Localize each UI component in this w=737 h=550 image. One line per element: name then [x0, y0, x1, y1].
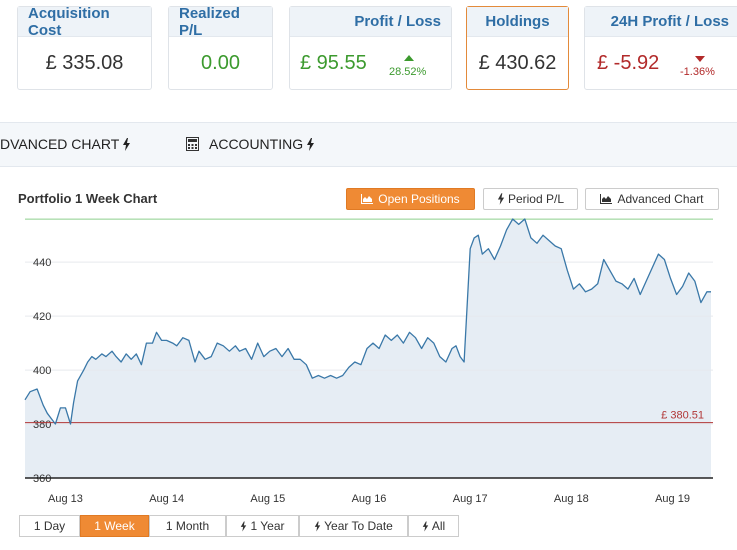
- realized-pl-card: Realized P/L 0.00: [168, 5, 273, 90]
- card-title: Realized P/L: [169, 5, 272, 39]
- y-tick-label: 400: [33, 365, 51, 377]
- lightning-bolt-icon: [314, 520, 321, 532]
- chart-title: Portfolio 1 Week Chart: [18, 191, 158, 206]
- card-title: Profit / Loss: [290, 7, 451, 37]
- range-year-to-date[interactable]: Year To Date: [299, 515, 408, 537]
- card-title: Holdings: [467, 7, 568, 37]
- calculator-icon: [186, 137, 199, 151]
- acquisition-cost-card: Acquisition Cost £ 335.08: [17, 5, 152, 90]
- 24h-profit-loss-card: 24H Profit / Loss £ -5.92 -1.36%: [584, 6, 737, 90]
- 24h-profit-loss-value: £ -5.92: [597, 52, 660, 74]
- profit-loss-percent: 28.52%: [389, 66, 427, 78]
- series-line: [24, 218, 711, 425]
- open-positions-button[interactable]: Open Positions: [346, 188, 475, 210]
- period-pl-label: Period P/L: [507, 192, 565, 206]
- profit-loss-card: Profit / Loss £ 95.55 28.52%: [289, 6, 452, 90]
- profit-loss-value: £ 95.55: [300, 52, 367, 74]
- range-label: 1 Day: [33, 519, 66, 533]
- x-tick-label: Aug 13: [48, 493, 83, 505]
- range-label: Year To Date: [324, 519, 393, 533]
- lightning-bolt-icon: [241, 520, 247, 532]
- x-tick-label: Aug 16: [352, 493, 387, 505]
- y-tick-label: 380: [33, 419, 51, 431]
- x-tick-label: Aug 17: [453, 493, 488, 505]
- x-tick-label: Aug 15: [250, 493, 285, 505]
- advanced-chart-button[interactable]: Advanced Chart: [585, 188, 719, 210]
- tab-label: DVANCED CHART: [0, 136, 120, 152]
- chart-area-fill: [25, 219, 711, 478]
- range-label: 1 Month: [165, 519, 210, 533]
- acquisition-cost-value: £ 335.08: [45, 52, 124, 74]
- arrow-up-icon: [404, 55, 414, 61]
- holdings-card: Holdings £ 430.62: [466, 6, 569, 90]
- tab-advanced-chart[interactable]: DVANCED CHART: [0, 136, 131, 152]
- max-value-label: £ 455.96: [661, 215, 704, 218]
- portfolio-chart[interactable]: 360 380 400 420 440 £ 455.96 £ 380.51 Aug 13 Aug…: [0, 215, 737, 515]
- advanced-chart-label: Advanced Chart: [617, 192, 704, 206]
- period-pl-button[interactable]: Period P/L: [483, 188, 578, 210]
- area-chart-icon: [361, 194, 374, 204]
- y-tick-label: 360: [33, 473, 51, 485]
- range-1-year[interactable]: 1 Year: [226, 515, 299, 537]
- arrow-down-icon: [695, 56, 705, 62]
- holdings-value: £ 430.62: [478, 52, 557, 74]
- chart-tabs-bar: DVANCED CHART ACCOUNTING: [0, 122, 737, 167]
- range-label: All: [431, 519, 446, 533]
- range-1-month[interactable]: 1 Month: [149, 515, 226, 537]
- y-tick-label: 440: [33, 257, 51, 269]
- lightning-bolt-icon: [497, 193, 505, 205]
- 24h-value-box: £ -5.92 -1.36%: [585, 37, 737, 90]
- range-all[interactable]: All: [408, 515, 459, 537]
- x-tick-label: Aug 14: [149, 493, 184, 505]
- x-tick-label: Aug 19: [655, 493, 690, 505]
- lightning-bolt-icon: [123, 137, 131, 151]
- 24h-profit-loss-percent: -1.36%: [680, 66, 715, 78]
- range-label: 1 Week: [94, 519, 135, 533]
- area-chart-icon: [600, 194, 613, 204]
- lightning-bolt-icon: [307, 137, 315, 151]
- min-value-label: £ 380.51: [661, 410, 704, 422]
- open-positions-label: Open Positions: [378, 192, 460, 206]
- realized-pl-value: 0.00: [201, 52, 240, 74]
- x-tick-label: Aug 18: [554, 493, 589, 505]
- profit-loss-value-box: £ 95.55 28.52%: [290, 37, 451, 90]
- y-tick-label: 420: [33, 311, 51, 323]
- lightning-bolt-icon: [422, 520, 429, 532]
- card-title: 24H Profit / Loss: [585, 7, 737, 37]
- range-1-week[interactable]: 1 Week: [80, 515, 149, 537]
- range-1-day[interactable]: 1 Day: [19, 515, 80, 537]
- card-title: Acquisition Cost: [18, 5, 151, 39]
- tab-label: ACCOUNTING: [209, 136, 304, 152]
- tab-accounting[interactable]: ACCOUNTING: [186, 136, 315, 152]
- range-label: 1 Year: [250, 519, 285, 533]
